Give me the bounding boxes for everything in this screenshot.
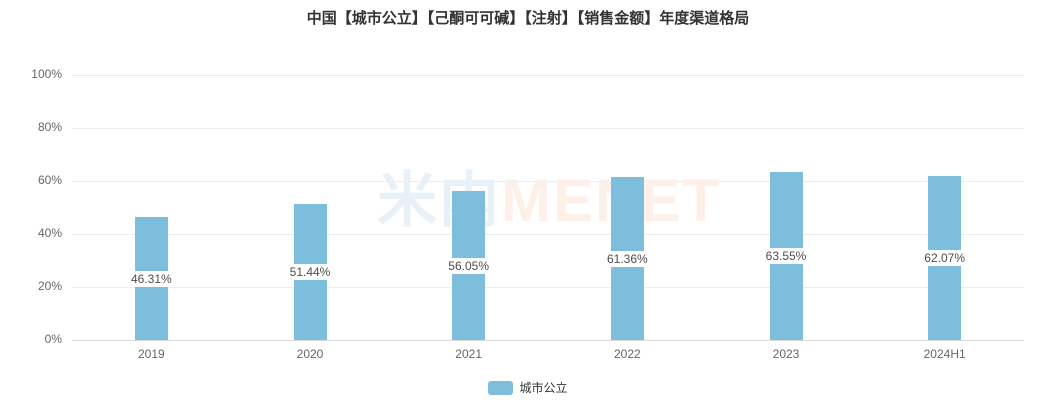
x-axis-label: 2023	[772, 347, 800, 361]
x-axis-line	[72, 339, 1024, 341]
bar-value-label: 51.44%	[286, 263, 334, 280]
y-axis-label: 40%	[37, 226, 62, 240]
gridline	[72, 286, 1024, 288]
gridline	[72, 233, 1024, 235]
gridline	[72, 180, 1024, 182]
x-axis-label: 2021	[455, 347, 483, 361]
x-axis-label: 2020	[296, 347, 324, 361]
y-axis-label: 80%	[37, 120, 62, 134]
x-axis-label: 2019	[137, 347, 165, 361]
legend-label: 城市公立	[519, 381, 568, 395]
x-axis-label: 2022	[613, 347, 641, 361]
y-axis-label: 100%	[31, 67, 62, 81]
bar-value-label: 46.31%	[127, 270, 175, 287]
chart-title: 中国【城市公立】【己酮可可碱】【注射】【销售金额】年度渠道格局	[306, 10, 750, 27]
legend-item-city-public[interactable]: 城市公立	[0, 379, 1056, 396]
legend-swatch	[488, 380, 514, 395]
bar-value-label: 61.36%	[603, 250, 651, 267]
x-axis-label: 2024H1	[923, 347, 966, 361]
gridline	[72, 74, 1024, 76]
y-axis-label: 20%	[37, 279, 62, 293]
bar-value-label: 63.55%	[762, 247, 810, 264]
bar-value-label: 56.05%	[445, 257, 493, 274]
y-axis-label: 0%	[44, 332, 62, 346]
bar-value-label: 62.07%	[921, 249, 969, 266]
y-axis-label: 60%	[37, 173, 62, 187]
gridline	[72, 127, 1024, 129]
